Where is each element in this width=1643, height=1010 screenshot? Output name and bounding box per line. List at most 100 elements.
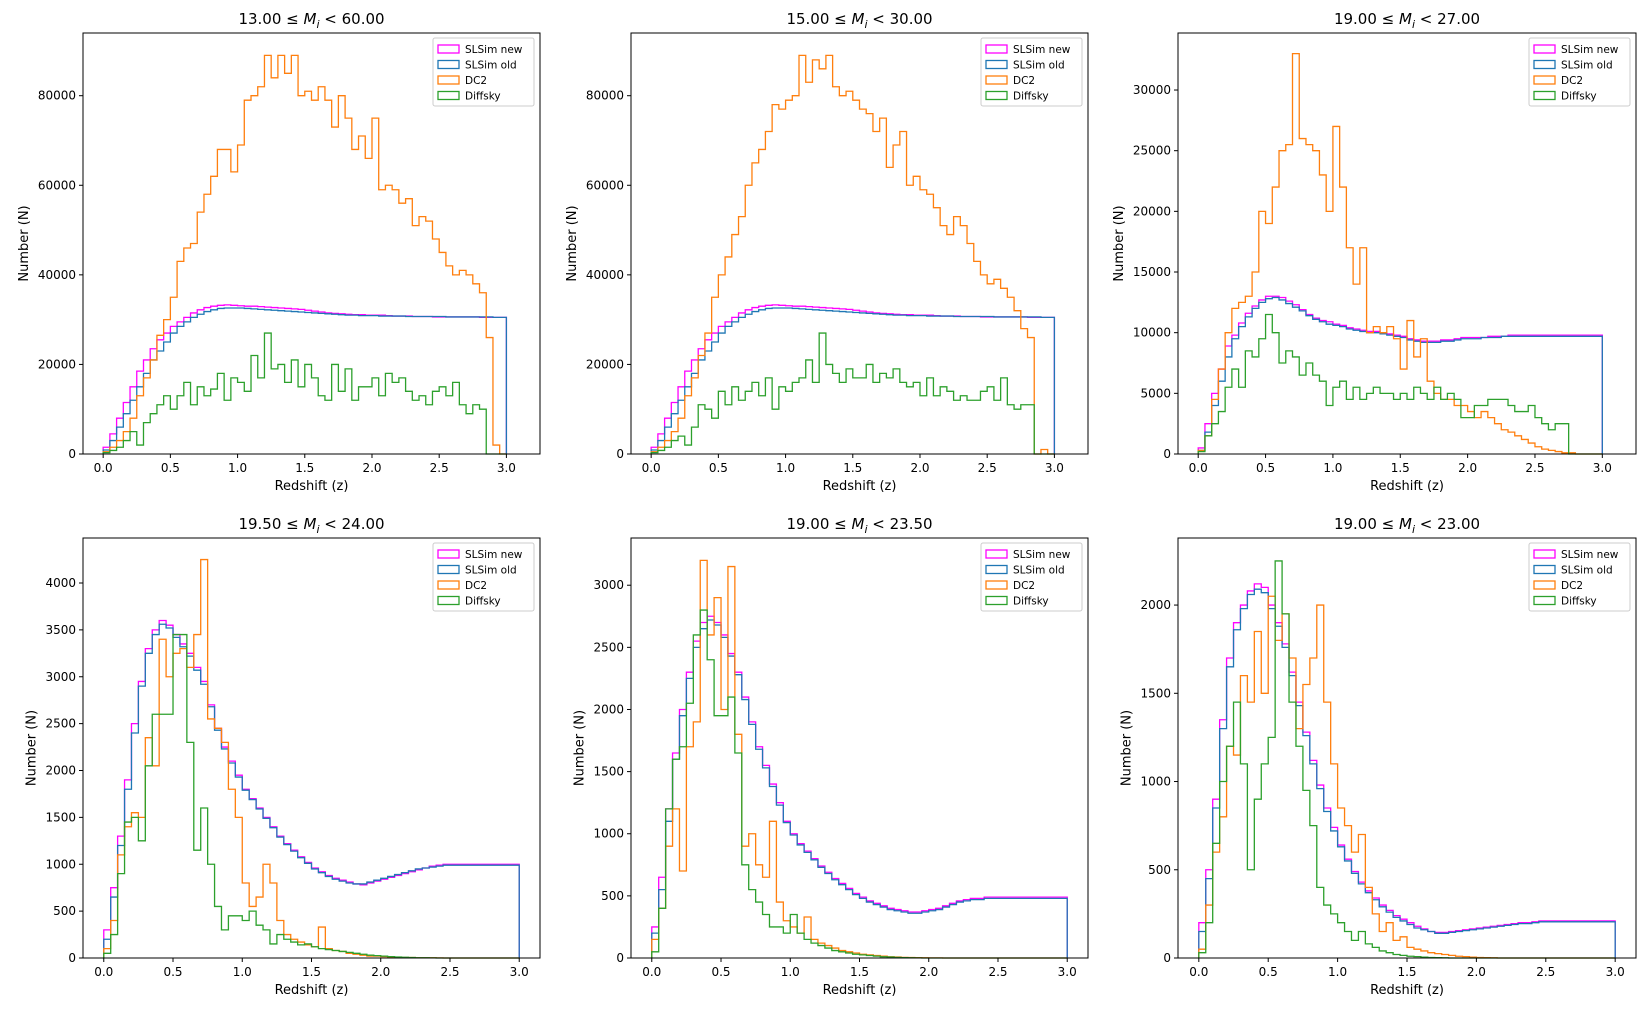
y-tick-label: 0 [1163, 447, 1171, 461]
x-tick-label: 1.0 [233, 965, 252, 979]
legend-label: SLSim old [465, 565, 517, 577]
subplot-1: 0.0 0.5 1.0 1.5 2.0 2.5 3.0 0 20000 40000 60000 800… [17, 10, 541, 494]
x-tick-label: 0.0 [642, 461, 661, 475]
y-tick-label: 80000 [586, 89, 624, 103]
x-tick-label: 2.5 [1525, 461, 1544, 475]
legend-label: DC2 [465, 580, 487, 592]
title-lower-bound: 13.00 ≤ [238, 10, 303, 28]
y-tick-label: 25000 [1133, 144, 1171, 158]
y-tick-label: 0 [68, 951, 76, 965]
legend: SLSim new SLSim old DC2 Diffsky [432, 37, 535, 107]
x-tick-label: 0.5 [711, 965, 730, 979]
x-tick-label: 0.0 [94, 965, 113, 979]
legend-label: DC2 [1561, 75, 1583, 87]
x-axis-label: Redshift (z) [823, 479, 897, 494]
panel-title: 19.00 ≤ Mi < 23.00 [1334, 515, 1480, 536]
legend-label: SLSim old [1013, 565, 1065, 577]
y-tick-label: 40000 [586, 268, 624, 282]
x-tick-label: 1.5 [1391, 461, 1410, 475]
y-tick-label: 5000 [1140, 386, 1171, 400]
legend-swatch [1533, 44, 1556, 54]
y-tick-label: 2000 [1140, 598, 1171, 612]
x-axis-label: Redshift (z) [1370, 479, 1444, 494]
legend-box [1528, 37, 1631, 107]
x-tick-label: 2.5 [440, 965, 459, 979]
legend-label: SLSim old [465, 60, 517, 72]
x-tick-label: 1.5 [302, 965, 321, 979]
legend-swatch [437, 44, 460, 54]
series-dc2-step [102, 54, 507, 455]
y-axis-label: Number (N) [25, 710, 40, 786]
y-axis-label: Number (N) [1112, 205, 1127, 281]
title-symbol: M [303, 515, 316, 533]
axes-frame [1177, 32, 1637, 455]
legend: SLSim new SLSim old DC2 Diffsky [980, 542, 1083, 612]
title-lower-bound: 15.00 ≤ [786, 10, 851, 28]
x-tick-label: 2.0 [1458, 461, 1477, 475]
title-symbol: M [851, 515, 864, 533]
x-tick-label: 0.5 [1256, 461, 1275, 475]
x-tick-label: 3.0 [1045, 461, 1064, 475]
x-tick-label: 0.5 [163, 965, 182, 979]
y-tick-label: 1500 [1140, 686, 1171, 700]
x-tick-label: 1.5 [843, 461, 862, 475]
legend-label: Diffsky [1561, 596, 1597, 608]
subplot-2: 0.0 0.5 1.0 1.5 2.0 2.5 3.0 0 20000 40000 60000 800… [565, 10, 1089, 494]
axes-frame [630, 32, 1089, 455]
title-lower-bound: 19.00 ≤ [1334, 10, 1399, 28]
series-slsim-old-step [1197, 296, 1603, 454]
x-tick-label: 0.0 [1189, 965, 1208, 979]
legend-box [432, 542, 535, 612]
x-tick-label: 2.0 [362, 461, 381, 475]
x-tick-label: 2.0 [919, 965, 938, 979]
legend-box [432, 37, 535, 107]
subplot-6: 0.0 0.5 1.0 1.5 2.0 2.5 3.0 0 500 1000 1500 2000 Red… [1120, 515, 1637, 998]
title-lower-bound: 19.00 ≤ [1334, 515, 1399, 533]
series-diffsky-step [650, 332, 1055, 455]
legend-box [1528, 542, 1631, 612]
series-slsim-new-step [1197, 295, 1603, 454]
series-diffsky-step [651, 609, 1068, 959]
x-tick-label: 2.5 [430, 461, 449, 475]
legend-swatch [985, 549, 1008, 559]
x-tick-label: 2.5 [988, 965, 1007, 979]
y-tick-label: 3000 [593, 578, 624, 592]
legend-label: SLSim new [465, 44, 523, 56]
subplot-5: 0.0 0.5 1.0 1.5 2.0 2.5 3.0 0 500 1000 1500 2000 250… [573, 515, 1089, 998]
x-axis-label: Redshift (z) [275, 983, 349, 998]
panel-title: 19.00 ≤ Mi < 27.00 [1334, 10, 1480, 31]
legend-swatch [1533, 564, 1556, 575]
x-tick-label: 3.0 [1058, 965, 1077, 979]
legend: SLSim new SLSim old DC2 Diffsky [432, 542, 535, 612]
legend: SLSim new SLSim old DC2 Diffsky [1528, 542, 1631, 612]
panel-title: 19.50 ≤ Mi < 24.00 [238, 515, 384, 536]
x-tick-label: 0.5 [1259, 965, 1278, 979]
x-axis-label: Redshift (z) [1370, 983, 1444, 998]
title-upper-bound: < 23.50 [868, 515, 933, 533]
legend-swatch [985, 595, 1008, 606]
title-subscript: i [864, 523, 867, 536]
x-tick-label: 1.0 [228, 461, 247, 475]
y-tick-label: 40000 [38, 268, 76, 282]
x-tick-label: 0.0 [1189, 461, 1208, 475]
legend-swatch [437, 595, 460, 606]
legend-swatch [985, 564, 1008, 575]
legend-label: SLSim old [1561, 60, 1613, 72]
x-tick-label: 0.5 [709, 461, 728, 475]
x-axis-label: Redshift (z) [823, 983, 897, 998]
y-tick-label: 60000 [586, 178, 624, 192]
y-tick-label: 1000 [45, 857, 76, 871]
legend-label: DC2 [1013, 580, 1035, 592]
x-axis-label: Redshift (z) [275, 479, 349, 494]
y-tick-label: 0 [616, 951, 624, 965]
x-tick-label: 3.0 [1606, 965, 1625, 979]
legend-label: DC2 [1561, 580, 1583, 592]
y-tick-label: 15000 [1133, 265, 1171, 279]
y-tick-label: 2000 [45, 764, 76, 778]
title-symbol: M [1399, 10, 1412, 28]
title-subscript: i [864, 18, 867, 31]
title-lower-bound: 19.50 ≤ [238, 515, 303, 533]
x-tick-label: 1.0 [781, 965, 800, 979]
y-tick-label: 30000 [1133, 83, 1171, 97]
